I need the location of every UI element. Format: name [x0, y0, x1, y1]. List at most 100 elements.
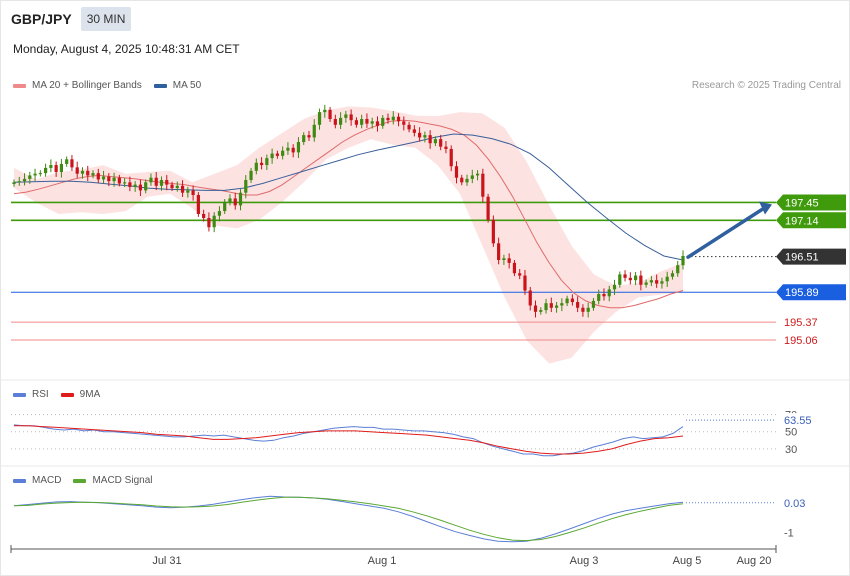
candle-body	[518, 273, 522, 276]
candle-body	[365, 119, 369, 124]
rsi-tick-50: 50	[785, 427, 797, 439]
candle-body	[412, 129, 416, 133]
rsi-tick-30: 30	[785, 444, 797, 456]
candle-body	[618, 274, 622, 285]
macd-legend: MACD MACD Signal	[13, 475, 158, 486]
candle-body	[33, 173, 37, 176]
bollinger-band-fill	[14, 106, 683, 364]
macd-last-value-label: 0.03	[784, 498, 805, 510]
candle-body	[291, 147, 295, 153]
candle-body	[238, 192, 243, 206]
candle-body	[570, 298, 574, 303]
candle-body	[628, 277, 632, 281]
candle-body	[486, 196, 490, 220]
symbol-title: GBP/JPY	[11, 11, 72, 27]
level-label-195-06: 195.06	[784, 335, 818, 347]
candle-body	[70, 159, 74, 168]
candle-body	[44, 167, 48, 174]
macd-signal-line	[13, 496, 684, 542]
candle-body	[370, 121, 374, 124]
candle-body	[38, 173, 42, 175]
rsi-last-value-bg	[779, 413, 817, 427]
legend-swatch-ma50	[153, 83, 167, 88]
time-axis-label-aug-1: Aug 1	[368, 555, 397, 567]
candle-body	[101, 176, 106, 180]
candle-body	[302, 135, 306, 143]
candle-body	[91, 173, 95, 176]
legend-label-ma20: MA 20 + Bollinger Bands	[32, 80, 142, 91]
candle-body	[444, 146, 448, 149]
candle-body	[655, 280, 659, 284]
candle-body	[59, 163, 64, 172]
legend-item-macd-signal: MACD Signal	[73, 475, 152, 486]
candle-body	[418, 132, 422, 138]
candle-body	[665, 276, 669, 282]
time-axis-label-aug-20: Aug 20	[737, 555, 772, 567]
candle-body	[644, 282, 648, 285]
candle-body	[386, 117, 390, 121]
candle-body	[491, 219, 495, 244]
candle-body	[254, 162, 258, 171]
interval-button[interactable]: 30 MIN	[80, 7, 132, 31]
candle-body	[65, 159, 69, 164]
candle-body	[465, 178, 469, 183]
candle-body	[281, 150, 285, 156]
legend-label-macd: MACD	[32, 475, 62, 486]
candle-body	[523, 275, 527, 291]
candle-body	[344, 114, 348, 118]
candle-body	[191, 190, 195, 195]
candle-body	[228, 198, 232, 202]
candle-body	[123, 182, 127, 184]
candle-body	[649, 280, 653, 283]
candle-body	[296, 142, 301, 153]
candle-body	[275, 153, 279, 156]
candle-body	[49, 165, 53, 168]
candle-body	[159, 180, 164, 186]
candle-body	[533, 305, 538, 312]
candle-body	[207, 218, 211, 228]
candle-body	[75, 167, 79, 174]
candle-body	[307, 135, 311, 138]
candle-body	[349, 114, 353, 121]
ma50-line	[13, 133, 684, 261]
time-axis-label-jul-31: Jul 31	[152, 555, 181, 567]
candle-body	[439, 139, 443, 147]
candle-body	[512, 262, 517, 274]
candle-body	[180, 185, 185, 193]
rsi-9ma-line	[14, 425, 684, 455]
candle-body	[259, 162, 264, 166]
candle-body	[507, 258, 511, 263]
candle-body	[549, 303, 553, 308]
candle-body	[407, 124, 411, 130]
candle-body	[586, 307, 590, 312]
candle-body	[96, 173, 100, 180]
candle-body	[597, 293, 601, 301]
candle-body	[660, 281, 664, 284]
candle-body	[138, 184, 143, 191]
legend-item-rsi: RSI	[13, 389, 49, 400]
candle-body	[633, 275, 638, 281]
candle-body	[86, 170, 90, 176]
legend-item-9ma: 9MA	[60, 389, 100, 400]
candle-body	[676, 265, 680, 274]
candle-body	[196, 194, 200, 214]
candle-body	[475, 173, 480, 176]
chart-header: GBP/JPY 30 MIN	[6, 7, 132, 31]
candle-body	[223, 201, 227, 212]
candle-body	[639, 275, 643, 285]
forecast-arrow-shaft	[686, 207, 764, 259]
candle-body	[117, 177, 121, 184]
candle-body	[338, 117, 343, 125]
candle-body	[612, 284, 617, 290]
candles-group	[12, 104, 685, 318]
candle-body	[133, 184, 137, 187]
level-label-197-45: 197.45	[785, 197, 819, 209]
candle-body	[270, 153, 274, 159]
candle-body	[544, 303, 548, 311]
level-label-195-37: 195.37	[784, 317, 818, 329]
candle-body	[433, 139, 438, 144]
legend-swatch-rsi	[13, 392, 26, 397]
candle-body	[670, 273, 675, 277]
copyright-text: Research © 2025 Trading Central	[691, 80, 841, 91]
